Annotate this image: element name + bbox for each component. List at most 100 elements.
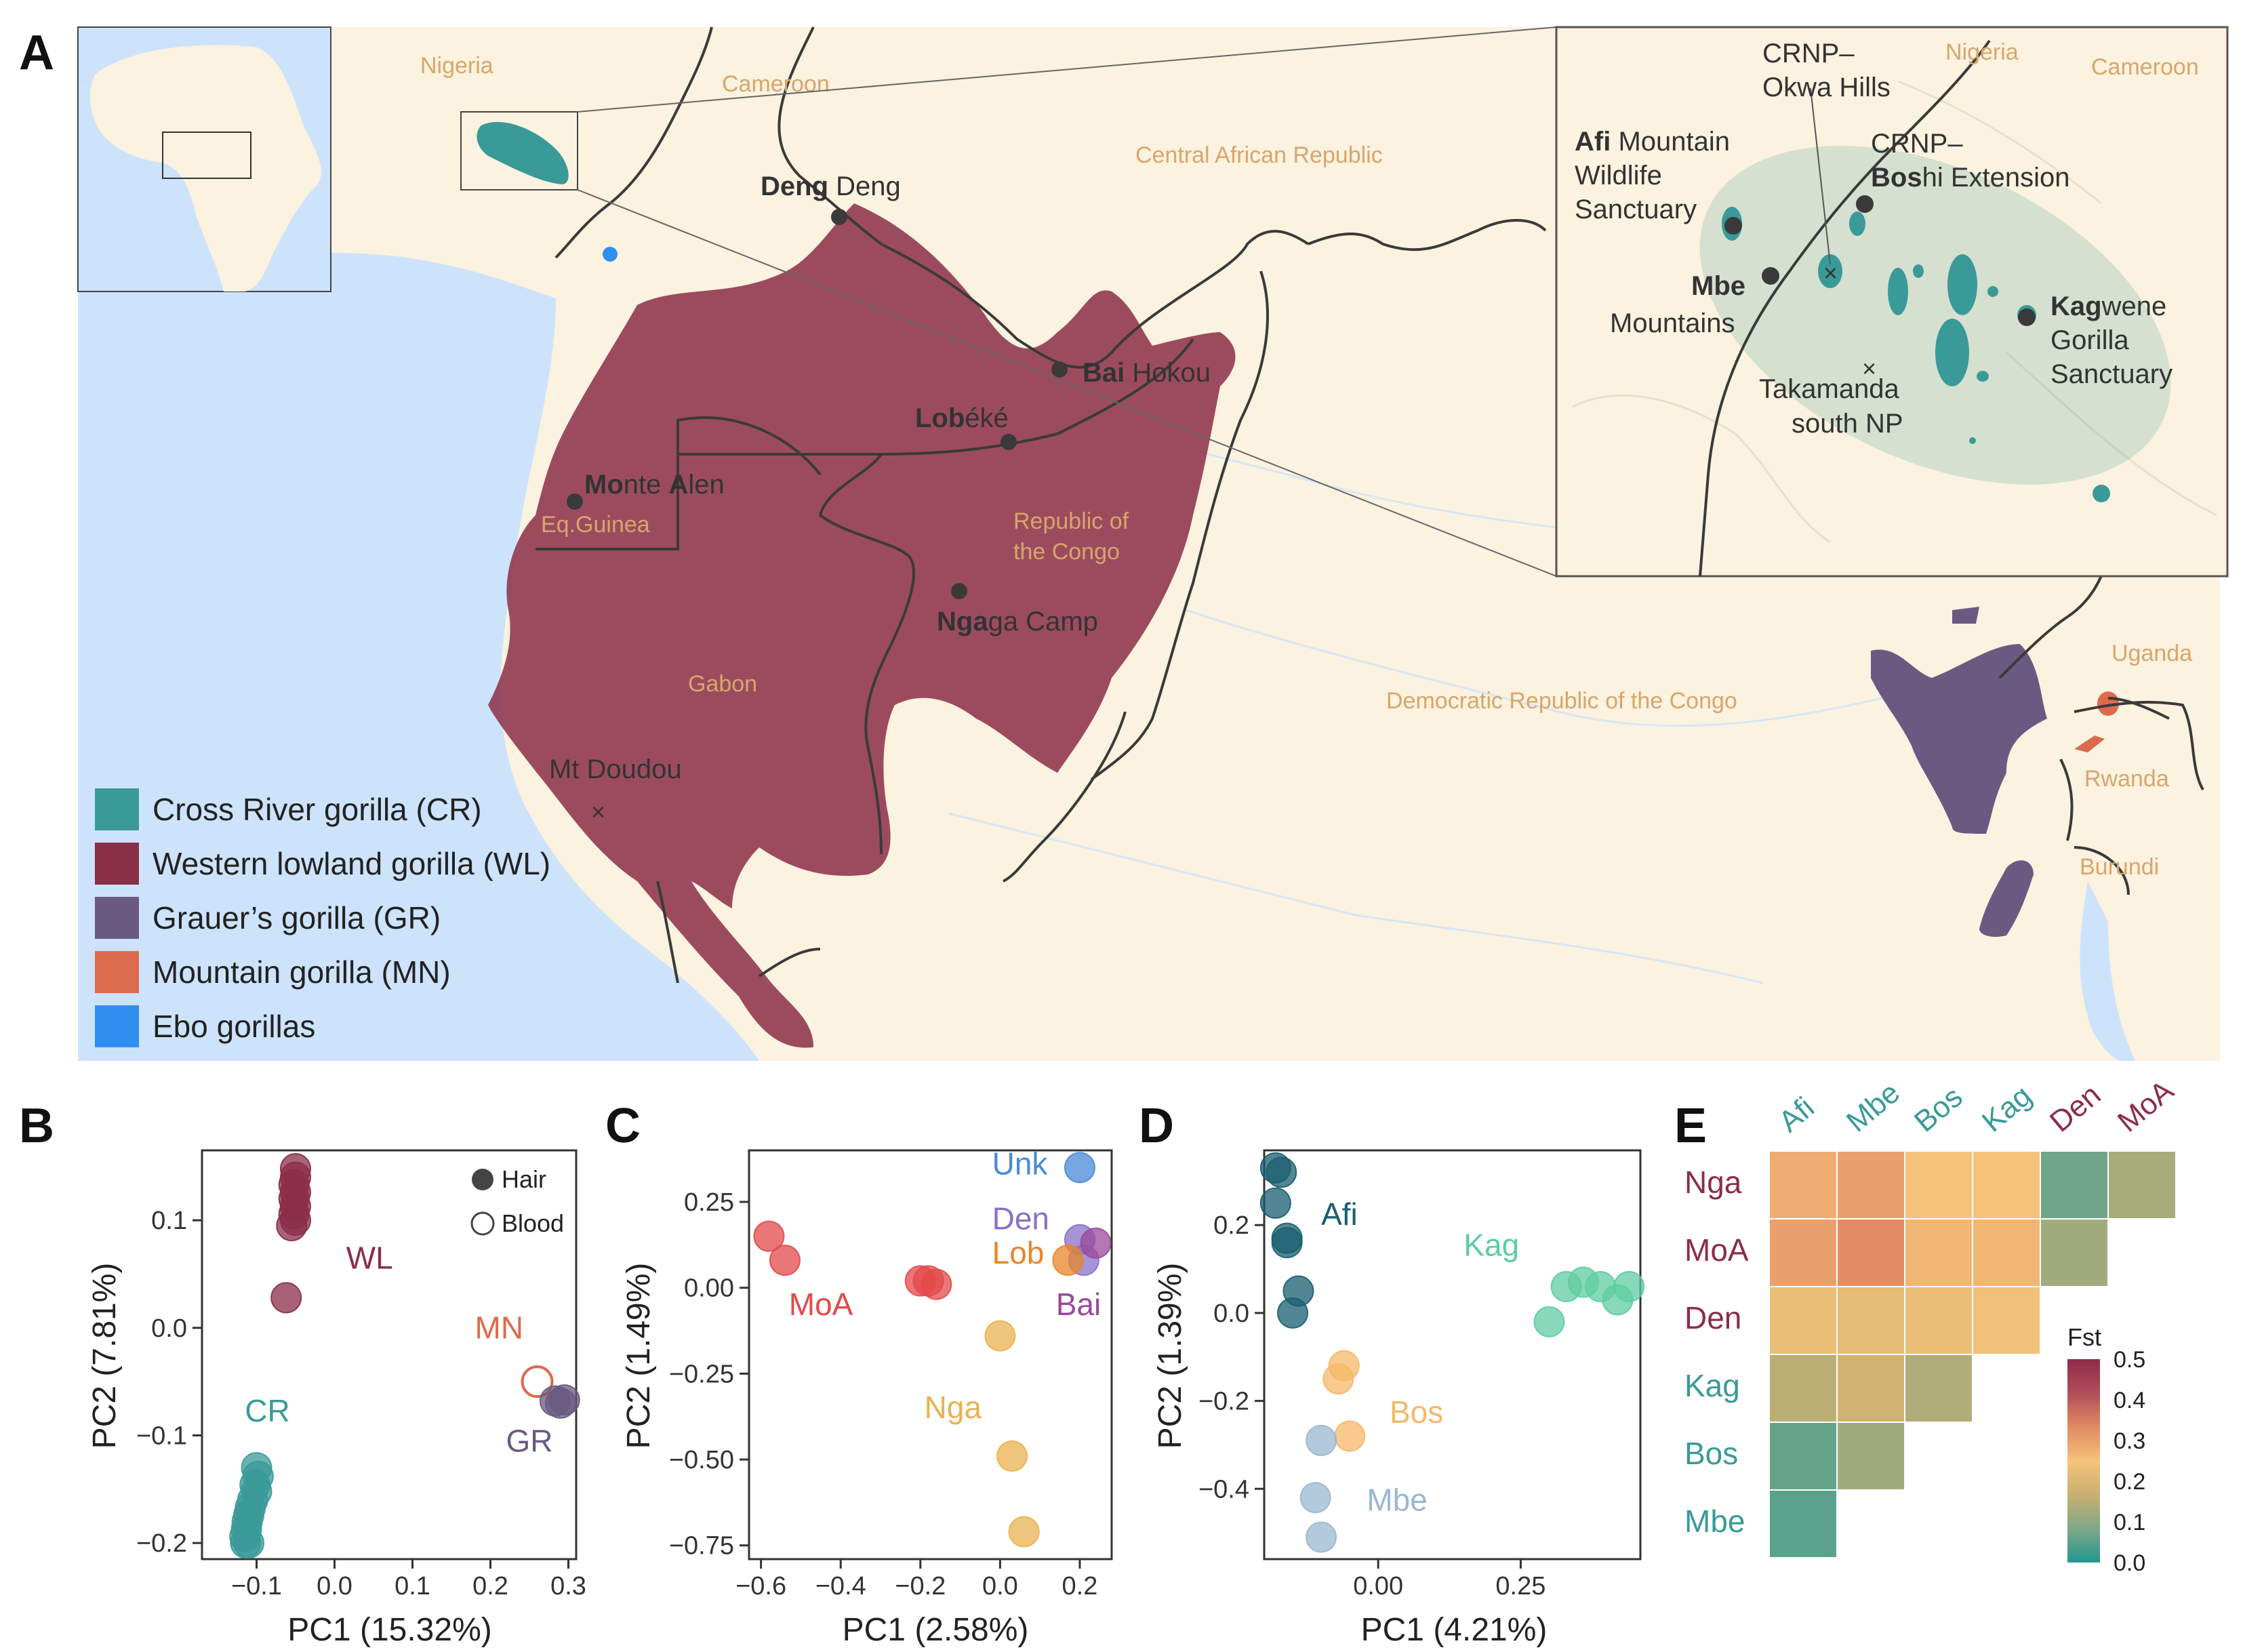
heatmap-cell: [1836, 1218, 1905, 1287]
gr-range-south: [1979, 860, 2034, 937]
legend-swatch-wl: [95, 843, 139, 885]
inset-labels: Nigeria Cameroon CRNP– Okwa Hills Afi Mo…: [1575, 39, 2199, 439]
x-takamanda: ×: [1862, 355, 1876, 382]
legend-swatch-cr: [95, 788, 139, 830]
heatmap-cell: [1972, 1218, 2041, 1287]
patch-5: [1987, 286, 1998, 297]
point-gr: [548, 1384, 580, 1416]
plot-c-points: [753, 1152, 1112, 1548]
cr-range: [477, 121, 569, 184]
patch-1: [1888, 268, 1908, 315]
inset-mbe-1: Mbe: [1691, 271, 1745, 301]
plot-d-axes: 0.00 0.25 0.2 0.0 −0.2 −0.4: [1198, 1211, 1545, 1600]
point-cr: [233, 1527, 264, 1559]
legend-swatch-mn: [95, 951, 139, 993]
heatmap-cell: [1836, 1354, 1905, 1423]
inset-boshi-1: CRNP–: [1871, 129, 1963, 159]
group-label-lob: Lob: [992, 1235, 1045, 1270]
y-tick-label: 0.0: [151, 1314, 187, 1343]
africa-locator: [77, 26, 331, 292]
heatmap-cell: [1904, 1354, 1973, 1423]
legend-blood-label: Blood: [502, 1209, 564, 1237]
colorbar-tick-label: 0.5: [2114, 1347, 2145, 1373]
heatmap-cell: [1836, 1150, 1905, 1220]
point-bos: [1322, 1363, 1354, 1395]
heatmap-cell: [1836, 1286, 1905, 1355]
heatmap-row-label: Mbe: [1684, 1504, 1745, 1539]
plot-b-points: [229, 1152, 580, 1559]
point-mbe: [1306, 1521, 1337, 1553]
inset-mbe-2: Mountains: [1610, 308, 1735, 338]
legend-swatch-ebo: [95, 1005, 139, 1047]
patch-boshi: [1849, 211, 1865, 236]
panel-b-letter: B: [19, 1099, 54, 1153]
label-car: Central African Republic: [1135, 142, 1383, 168]
plot-b-group-labels: WL MN GR CR: [245, 1241, 552, 1459]
inset-tak-2: south NP: [1792, 409, 1903, 439]
y-tick-label: −0.1: [136, 1422, 187, 1451]
heatmap-cell: [1972, 1150, 2041, 1220]
heatmap-cell: [2107, 1150, 2177, 1220]
heatmap-row-labels: Nga MoA Den Kag Bos Mbe: [1684, 1165, 1749, 1539]
x-tick-label: 0.2: [472, 1572, 508, 1600]
heatmap-column-labels: Afi Mbe Bos Kag Den MoA: [1773, 1074, 2180, 1139]
inset-site-dots: [1724, 195, 2036, 326]
y-tick-label: −0.2: [136, 1529, 187, 1558]
inset-afi-2: Wildlife: [1575, 161, 1662, 190]
heatmap-row-label: Kag: [1684, 1368, 1740, 1403]
label-cameroon: Cameroon: [722, 71, 830, 97]
x-tick-label: 0.3: [550, 1572, 586, 1600]
y-tick-label: 0.0: [1213, 1300, 1249, 1328]
point-afi: [1277, 1297, 1309, 1329]
panel-b: B −0.1 0.0 0.1 0.2 0.3 0.1 0.0 −0.1 −0.2 WL MN GR C…: [19, 1099, 586, 1648]
site-monte-alen: Monte Alen: [584, 470, 725, 500]
inset-kag-1: Kagwene: [2050, 291, 2166, 321]
inset-kag-2: Gorilla: [2050, 325, 2129, 355]
label-congo-2: the Congo: [1013, 539, 1120, 565]
inset-cr-range: [1699, 146, 2171, 485]
site-lobeke: Lobéké: [915, 403, 1009, 433]
label-uganda: Uganda: [2111, 641, 2192, 666]
dot-kag: [2018, 308, 2036, 326]
label-nigeria: Nigeria: [420, 53, 493, 79]
point-bos: [1334, 1420, 1366, 1452]
x-tick-label: −0.6: [735, 1572, 786, 1600]
y-tick-label: 0.2: [1213, 1211, 1249, 1240]
x-tick-label: 0.0: [317, 1572, 352, 1600]
heatmap-cell: [1769, 1218, 1838, 1287]
mn-range-virunga: [2074, 736, 2105, 752]
heatmap-cell: [1769, 1422, 1838, 1491]
label-congo-1: Republic of: [1013, 508, 1129, 534]
plot-d-points: [1259, 1152, 1645, 1553]
colorbar-tick-label: 0.4: [2114, 1388, 2145, 1413]
label-burundi: Burundi: [2080, 854, 2159, 880]
point-kag: [1613, 1271, 1645, 1302]
point-moa: [921, 1268, 952, 1300]
legend-label-mn: Mountain gorilla (MN): [153, 954, 451, 990]
plot-b-axes: −0.1 0.0 0.1 0.2 0.3 0.1 0.0 −0.1 −0.2: [136, 1207, 586, 1600]
inset-kag-3: Sanctuary: [2050, 359, 2173, 389]
site-bai-dot: [1051, 361, 1068, 378]
heatmap-cell: [1769, 1489, 1838, 1558]
map-ocean: [78, 251, 759, 1061]
point-nga: [996, 1440, 1028, 1472]
group-label-bos: Bos: [1390, 1394, 1443, 1430]
gr-range-small-1: [1952, 607, 1979, 624]
okwa-leader: [1810, 87, 1831, 265]
heatmap-row-label: Den: [1684, 1300, 1741, 1335]
plot-c-xlabel: PC1 (2.58%): [843, 1612, 1029, 1648]
inset-nigeria: Nigeria: [1945, 39, 2019, 65]
point-nga: [1008, 1516, 1040, 1548]
point-afi: [1266, 1156, 1297, 1188]
heatmap-cells: [1769, 1150, 2177, 1558]
wl-range: [488, 203, 1236, 1048]
inset-boshi-2: Boshi Extension: [1871, 163, 2070, 193]
site-bai: Bai Hokou: [1083, 358, 1211, 388]
x-tick-label: 0.2: [1062, 1572, 1098, 1600]
patch-3: [1947, 254, 1977, 315]
y-tick-label: −0.4: [1198, 1475, 1249, 1504]
legend-label-cr: Cross River gorilla (CR): [153, 792, 482, 827]
heatmap-cell: [1769, 1286, 1838, 1355]
heatmap-col-label: MoA: [2111, 1074, 2180, 1139]
patch-4: [1935, 319, 1969, 386]
